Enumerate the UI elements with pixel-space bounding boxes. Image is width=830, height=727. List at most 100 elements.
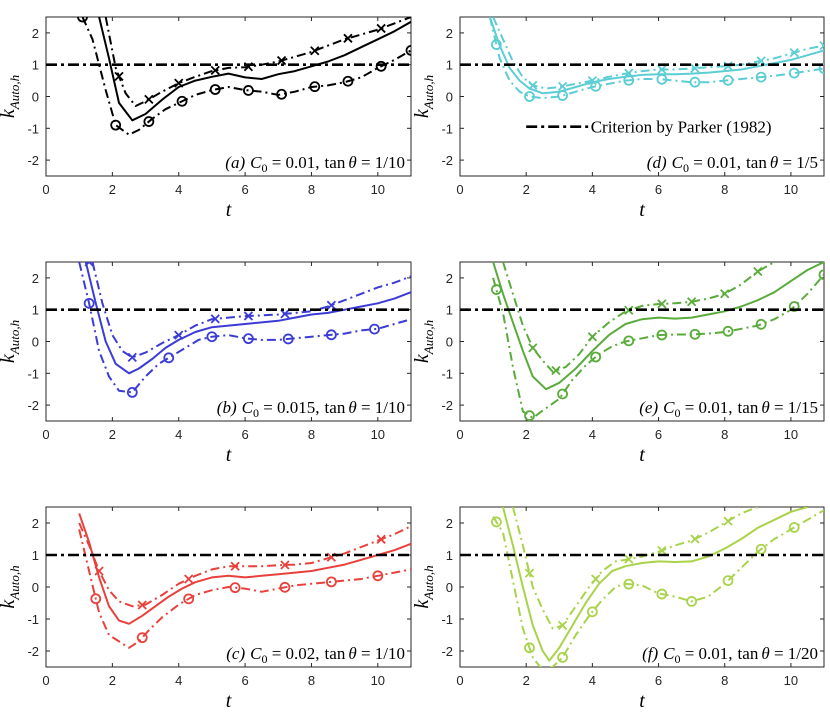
x-tick-label: 6 (655, 673, 662, 688)
marker-circle (590, 80, 602, 92)
y-tick-label: 0 (446, 90, 453, 105)
marker-cross (528, 80, 538, 91)
marker-cross-b (310, 46, 320, 56)
marker-cross-b (210, 314, 220, 324)
marker-cross (591, 574, 601, 584)
x-tick-label: 10 (371, 427, 385, 442)
y-label-main: k (411, 599, 433, 609)
marker-cross-b (144, 94, 154, 104)
y-label-main: k (0, 353, 19, 363)
y-tick-label: -1 (27, 121, 39, 136)
y-label-sub: Auto,h (421, 75, 436, 110)
marker-circle (309, 81, 321, 93)
marker-cross-b (114, 71, 124, 81)
marker-circle (369, 323, 380, 335)
marker-cross (243, 311, 254, 321)
y-tick-label: 0 (446, 580, 453, 595)
y-tick-label: 1 (32, 58, 39, 73)
annotation-letter: (e) (639, 398, 658, 417)
plot-area (78, 262, 411, 398)
axes-box (45, 261, 412, 422)
panel-c: 0 2 4 6 8 10 -2 -1 0 1 2 t kAuto,h (c) C0 = 0.02, tanθ … (0, 506, 412, 712)
marker-cross-b (326, 300, 337, 310)
y-tick-label: 0 (32, 580, 39, 595)
annotation-c-value: = 0.015, (259, 398, 320, 417)
x-tick-label: 4 (175, 673, 182, 688)
annotation-tan-value: = 1/20 (770, 644, 818, 663)
annotation-letter: (c) (226, 644, 245, 663)
marker-circle (689, 328, 701, 340)
marker-cross-b (789, 47, 799, 58)
marker-cross-b (819, 44, 824, 51)
y-label-main: k (411, 108, 433, 118)
marker-cross (657, 299, 667, 309)
marker-circle (788, 67, 800, 79)
y-tick-label: 0 (32, 90, 39, 105)
x-tick-label: 10 (784, 182, 798, 197)
marker-cross (137, 600, 147, 610)
marker-cross-b (184, 574, 194, 584)
annotation-c-sub: 0 (261, 161, 267, 175)
plot-area (488, 17, 824, 102)
series-line-lower (78, 262, 411, 394)
marker-cross-b (280, 309, 290, 319)
x-tick-label: 0 (456, 182, 463, 197)
y-tick-label: 2 (446, 26, 453, 41)
marker-cross-a (87, 262, 94, 267)
marker-cross (557, 620, 568, 631)
marker-circle (325, 329, 337, 341)
y-tick-label: 1 (446, 58, 453, 73)
marker-cross (210, 314, 220, 324)
marker-cross (657, 64, 667, 75)
marker-circle (788, 522, 800, 533)
series-line-upper (104, 17, 411, 107)
marker-circle (282, 333, 294, 345)
panel-d: 0 2 4 6 8 10 -2 -1 0 1 2 t kAuto,h Criterion by Parke… (411, 16, 825, 221)
panel-f: 0 2 4 6 8 10 -2 -1 0 1 2 t kAuto,h (f) C0 = 0.01, tan θ … (411, 506, 825, 712)
annotation-theta: θ (348, 644, 356, 663)
y-axis-label: kAuto,h (0, 565, 22, 608)
marker-cross (587, 332, 598, 342)
marker-circle (722, 74, 734, 86)
y-tick-label: 2 (32, 516, 39, 531)
marker-cross-b (723, 516, 733, 526)
marker-circle (490, 516, 502, 528)
marker-cross-b (127, 352, 137, 363)
series-line-upper (492, 17, 824, 90)
y-tick-label: 0 (446, 335, 453, 350)
y-tick-label: -2 (27, 644, 39, 659)
annotation-theta: θ (348, 398, 356, 417)
x-tick-label: 8 (308, 182, 315, 197)
x-tick-label: 8 (721, 182, 728, 197)
marker-cross-b (557, 81, 568, 91)
annotation-tan: tan (325, 398, 346, 417)
x-axis-label: t (639, 444, 645, 466)
marker-cross-b (591, 574, 601, 584)
y-label-sub: Auto,h (7, 320, 22, 355)
annotation-tan: tan (325, 153, 346, 172)
marker-circle (90, 593, 102, 605)
marker-cross-b (210, 65, 220, 76)
marker-cross (127, 352, 137, 363)
y-tick-label: -1 (27, 612, 39, 627)
marker-circle (586, 606, 598, 618)
annotation-c-value: = 0.02, (267, 644, 319, 663)
y-tick-label: -2 (441, 153, 453, 168)
x-tick-label: 2 (523, 182, 530, 197)
annotation-theta: θ (761, 398, 769, 417)
x-axis-label: t (639, 690, 645, 712)
marker-cross (686, 297, 697, 307)
series-line-mean (78, 513, 411, 625)
marker-circle (372, 570, 384, 582)
panel-annotation: (b) C0 = 0.015, tan θ = 1/10 (217, 398, 405, 420)
marker-circle (755, 318, 767, 330)
marker-cross (376, 534, 386, 544)
marker-circle (818, 269, 824, 281)
marker-circle (623, 74, 635, 86)
x-tick-label: 6 (241, 182, 248, 197)
marker-cross-b (686, 297, 697, 307)
y-axis-label: kAuto,h (411, 565, 436, 608)
annotation-c: C (663, 644, 675, 663)
panel-annotation: (c) C0 = 0.02, tan θ = 1/10 (226, 644, 405, 666)
